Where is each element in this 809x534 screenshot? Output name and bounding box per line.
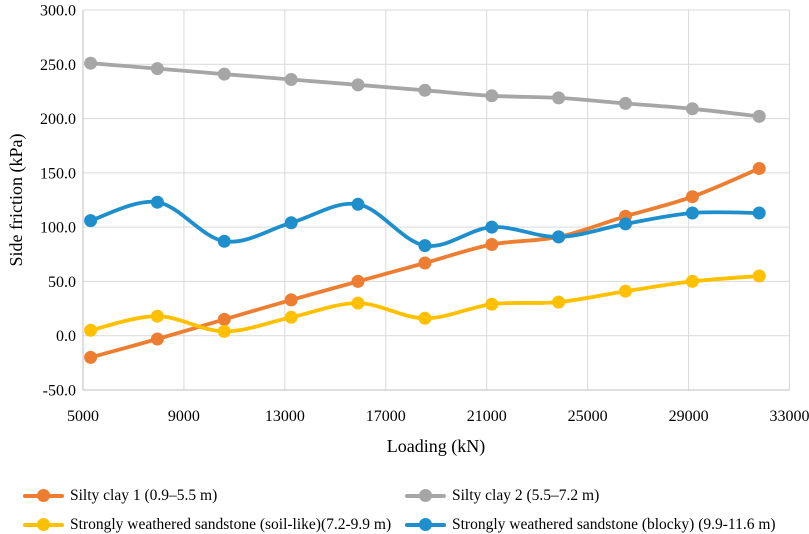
y-tick-label: 50.0 (48, 274, 76, 291)
data-point-marker (685, 102, 699, 116)
x-tick-label: 13000 (265, 408, 305, 425)
y-axis-title: Side friction (kPa) (6, 134, 27, 267)
legend-item-sandstone-soil-like: Strongly weathered sandstone (soil-like)… (23, 516, 391, 534)
data-point-marker (150, 195, 164, 209)
data-point-marker (752, 109, 766, 123)
legend-item-silty-clay-2: Silty clay 2 (5.5–7.2 m) (405, 487, 599, 505)
data-point-marker (217, 67, 231, 81)
data-point-marker (84, 214, 98, 228)
y-tick-label: 150.0 (40, 165, 76, 182)
legend-label: Strongly weathered sandstone (blocky) (9… (452, 516, 776, 533)
data-point-marker (619, 96, 632, 110)
x-tick-label: 5000 (67, 408, 99, 425)
data-point-marker (752, 206, 766, 220)
legend-line-dot-marker (23, 518, 64, 532)
data-point-marker (351, 296, 365, 310)
y-tick-label: -50.0 (43, 383, 76, 400)
legend-line-dot-marker (405, 518, 446, 532)
data-point-marker (485, 238, 499, 251)
data-point-marker (552, 295, 566, 309)
data-point-marker (619, 284, 632, 298)
series-lines (84, 56, 766, 364)
legend-line-dot-marker (23, 489, 64, 503)
data-point-marker (150, 62, 164, 76)
data-point-marker (485, 220, 499, 234)
data-point-marker (418, 83, 432, 97)
y-tick-label: 100.0 (40, 220, 76, 237)
data-point-marker (284, 73, 298, 86)
legend-label: Silty clay 2 (5.5–7.2 m) (452, 487, 600, 504)
tick-labels: 300.0 250.0 200.0 150.0 100.0 50.0 0.0 -50.0 500… (40, 3, 809, 426)
data-point-marker (217, 234, 231, 248)
legend-item-silty-clay-1: Silty clay 1 (0.9–5.5 m) (23, 487, 217, 505)
data-point-marker (485, 89, 499, 103)
x-tick-label: 33000 (770, 408, 809, 425)
data-point-marker (284, 293, 298, 307)
data-point-marker (752, 269, 766, 283)
data-point-marker (84, 323, 98, 337)
data-point-marker (418, 256, 432, 270)
data-point-marker (552, 230, 566, 244)
data-point-marker (752, 162, 766, 175)
x-tick-label: 25000 (568, 408, 608, 425)
y-tick-label: 0.0 (56, 328, 76, 345)
data-point-marker (284, 216, 298, 230)
x-axis-title: Loading (kN) (387, 436, 485, 457)
legend-label: Strongly weathered sandstone (soil-like)… (70, 516, 392, 533)
gridlines (82, 9, 790, 391)
x-tick-label: 21000 (467, 408, 507, 425)
legend-label: Silty clay 1 (0.9–5.5 m) (70, 487, 218, 504)
data-point-marker (217, 312, 231, 326)
data-point-marker (217, 324, 231, 338)
data-point-marker (418, 311, 432, 325)
data-point-marker (351, 274, 365, 288)
data-point-marker (685, 206, 699, 220)
data-point-marker (485, 297, 499, 311)
legend-line-dot-marker (405, 489, 446, 503)
data-point-marker (150, 332, 164, 346)
data-point-marker (685, 190, 699, 204)
x-tick-label: 29000 (669, 408, 709, 425)
y-tick-label: 300.0 (40, 3, 76, 20)
data-point-marker (619, 217, 632, 231)
data-point-marker (685, 274, 699, 288)
data-point-marker (150, 309, 164, 323)
x-tick-label: 9000 (168, 408, 200, 425)
plot-canvas: 300.0 250.0 200.0 150.0 100.0 50.0 0.0 -50.0 500… (6, 3, 809, 458)
data-point-marker (351, 197, 365, 211)
y-tick-label: 200.0 (40, 111, 76, 128)
y-tick-label: 250.0 (40, 57, 76, 74)
legend-item-sandstone-blocky: Strongly weathered sandstone (blocky) (9… (405, 516, 776, 534)
data-point-marker (84, 350, 98, 364)
x-tick-label: 17000 (366, 408, 406, 425)
data-point-marker (84, 56, 98, 70)
data-point-marker (418, 239, 432, 253)
data-point-marker (351, 78, 365, 92)
data-point-marker (284, 310, 298, 324)
data-point-marker (552, 91, 566, 105)
